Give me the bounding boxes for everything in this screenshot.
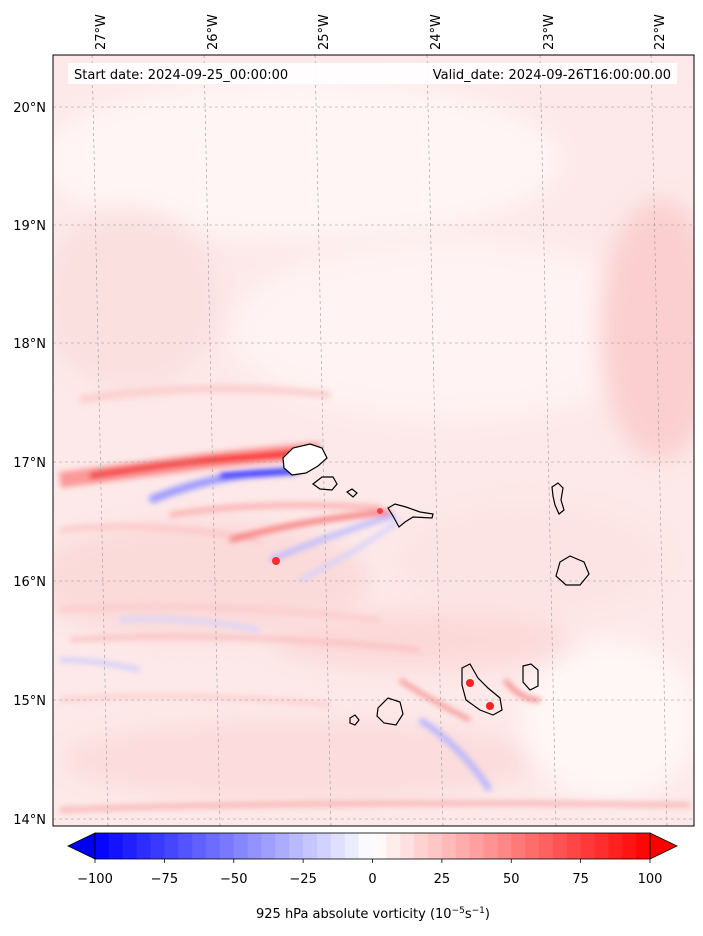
- colorbar-segment: [344, 833, 360, 859]
- colorbar-segment: [108, 833, 124, 859]
- colorbar-segment: [428, 833, 443, 859]
- longitude-tick-label: 25°W: [317, 14, 332, 50]
- colorbar-tick-label: 50: [503, 872, 520, 887]
- colorbar-segment: [122, 833, 138, 859]
- colorbar-segment: [511, 833, 526, 859]
- colorbar-tick-label: 75: [572, 872, 589, 887]
- island-santa-luzia: [345, 488, 358, 498]
- colorbar-extend-high: [649, 832, 678, 860]
- longitude-tick-label: 23°W: [542, 14, 557, 50]
- colorbar-segment: [608, 833, 623, 859]
- latitude-tick-label: 18°N: [13, 337, 46, 352]
- island-santo-antao: [282, 443, 328, 476]
- colorbar-segment: [580, 833, 595, 859]
- island-boa-vista: [555, 555, 590, 586]
- gridlines: [53, 55, 694, 826]
- longitude-tick-label: 27°W: [94, 14, 109, 50]
- colorbar: −100 −75 −50 −25 0 25 50 75 100 925 hPa absolute…: [67, 832, 678, 922]
- latitude-tick-label: 15°N: [13, 694, 46, 709]
- colorbar-segment: [164, 833, 179, 859]
- colorbar-segment: [317, 833, 332, 859]
- longitude-tick-label: 22°W: [653, 14, 668, 50]
- colorbar-segment: [552, 833, 568, 859]
- island-brava: [349, 714, 360, 726]
- colorbar-tick-label: 100: [638, 872, 663, 887]
- longitude-labels: 27°W 26°W 25°W 24°W 23°W 22°W: [94, 14, 668, 50]
- colorbar-segment: [441, 833, 457, 859]
- coastlines: [282, 443, 590, 726]
- colorbar-segment: [219, 833, 235, 859]
- colorbar-tick-label: 25: [434, 872, 451, 887]
- colorbar-segment: [469, 833, 484, 859]
- colorbar-tick-label: 0: [368, 872, 376, 887]
- valid-date-label: Valid_date: 2024-09-26T16:00:00.00: [433, 68, 671, 83]
- colorbar-segment: [414, 833, 429, 859]
- gridline-lon: [314, 55, 332, 826]
- colorbar-tick-label: −50: [220, 872, 247, 887]
- colorbar-label: 925 hPa absolute vorticity (10−5s−1): [256, 906, 490, 922]
- island-santiago: [461, 663, 503, 716]
- island-sao-nicolau: [387, 503, 434, 528]
- longitude-tick-label: 24°W: [429, 14, 444, 50]
- latitude-labels: 20°N 19°N 18°N 17°N 16°N 15°N 14°N: [13, 101, 46, 828]
- colorbar-segment: [289, 833, 304, 859]
- gridline-lon: [91, 55, 109, 826]
- colorbar-segment: [455, 833, 471, 859]
- island-sal: [551, 482, 565, 515]
- gridline-lon: [426, 55, 444, 826]
- colorbar-segment: [247, 833, 262, 859]
- latitude-tick-label: 16°N: [13, 575, 46, 590]
- map-frame: [52, 54, 695, 827]
- longitude-tick-label: 26°W: [206, 14, 221, 50]
- colorbar-segment: [136, 833, 151, 859]
- island-sao-vicente: [311, 476, 338, 491]
- info-box: [68, 63, 677, 84]
- colorbar-segment: [358, 833, 373, 859]
- colorbar-segment: [636, 833, 651, 859]
- colorbar-segment: [483, 833, 498, 859]
- gridline-lon: [539, 55, 557, 826]
- colorbar-segment: [386, 833, 401, 859]
- colorbar-segment: [192, 833, 207, 859]
- colorbar-segment: [525, 833, 540, 859]
- colorbar-tick-label: −100: [77, 872, 113, 887]
- colorbar-segment: [594, 833, 609, 859]
- island-fogo: [376, 697, 404, 726]
- colorbar-segment: [150, 833, 165, 859]
- colorbar-segment: [566, 833, 582, 859]
- colorbar-tick-label: −75: [151, 872, 178, 887]
- colorbar-segment: [372, 833, 387, 859]
- colorbar-segment: [233, 833, 249, 859]
- colorbar-segment: [400, 833, 415, 859]
- colorbar-segment: [178, 833, 193, 859]
- colorbar-segment: [261, 833, 276, 859]
- colorbar-segment: [539, 833, 554, 859]
- start-date-label: Start date: 2024-09-25_00:00:00: [74, 68, 288, 83]
- colorbar-segment: [95, 833, 110, 859]
- gridline-lon: [650, 55, 668, 826]
- latitude-tick-label: 14°N: [13, 813, 46, 828]
- colorbar-segment: [497, 833, 512, 859]
- island-maio: [522, 663, 539, 691]
- latitude-tick-label: 19°N: [13, 219, 46, 234]
- colorbar-segment: [206, 833, 221, 859]
- colorbar-extend-low: [67, 832, 96, 860]
- colorbar-segment: [303, 833, 318, 859]
- colorbar-segment: [622, 833, 637, 859]
- latitude-tick-label: 20°N: [13, 101, 46, 116]
- colorbar-tick-label: −25: [289, 872, 316, 887]
- latitude-tick-label: 17°N: [13, 456, 46, 471]
- colorbar-segment: [330, 833, 346, 859]
- colorbar-segment: [275, 833, 290, 859]
- gridline-lon: [203, 55, 221, 826]
- vorticity-field: [53, 55, 694, 826]
- colorbar-ticks: −100 −75 −50 −25 0 25 50 75 100: [77, 859, 662, 887]
